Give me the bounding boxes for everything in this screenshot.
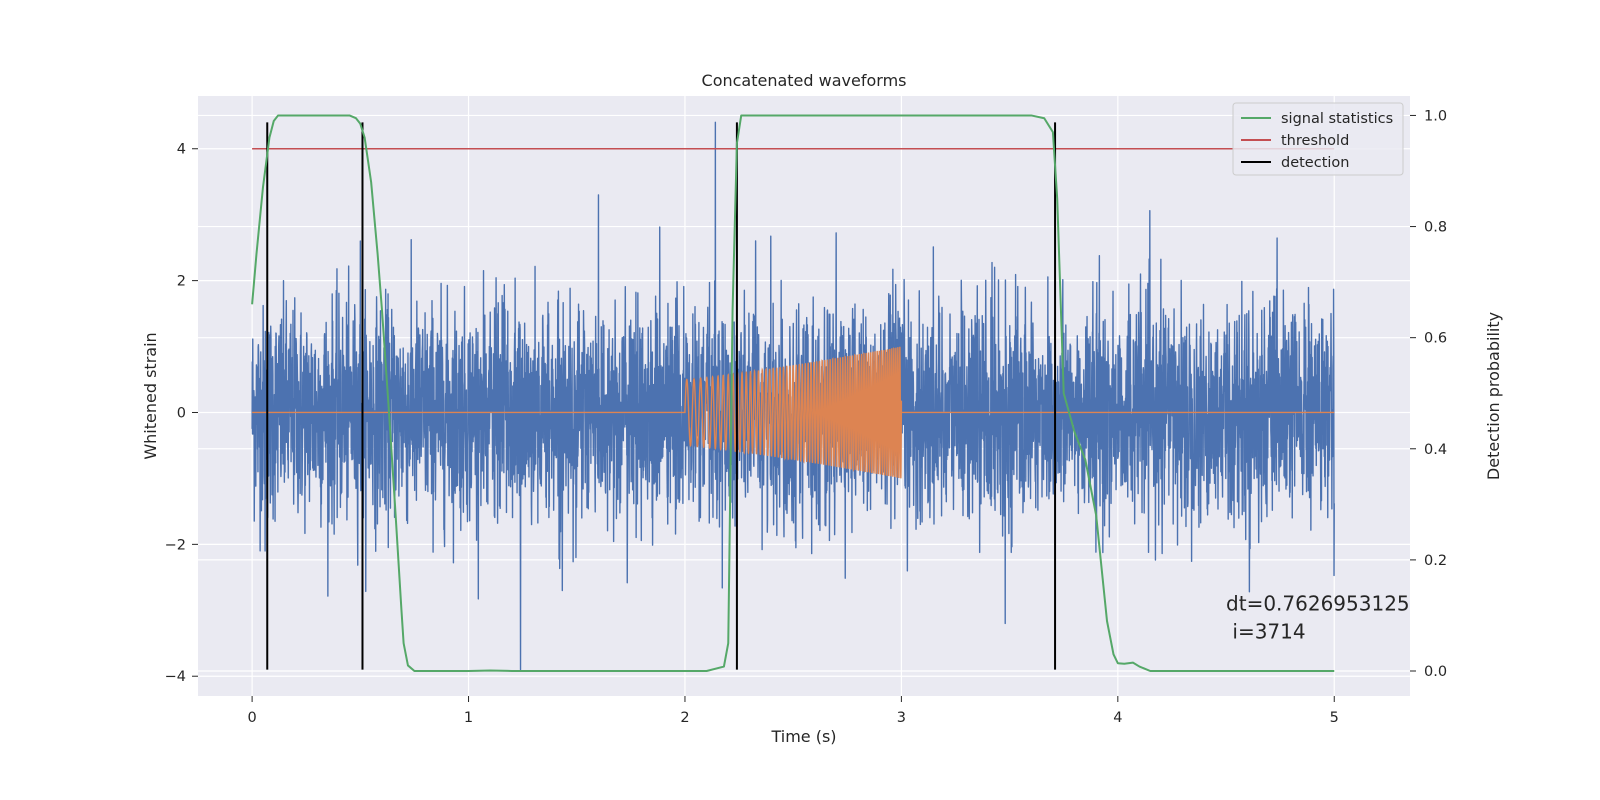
axes: 0 1 2 3 4 5 −4 −2 0 2 4 0.0 0.2 0.4 0.6 0.8 1.0 [165,108,1447,726]
legend-label-1: threshold [1281,133,1349,149]
y2-tick-label-5: 1.0 [1424,108,1447,124]
y2-tick-label-1: 0.2 [1424,553,1447,569]
chart-title: Concatenated waveforms [702,71,907,90]
y2-tick-label-2: 0.4 [1424,442,1447,458]
annotation-dt: dt=0.7626953125 [1226,591,1410,615]
x-axis-label: Time (s) [770,727,836,746]
y2-axis-label: Detection probability [1484,312,1503,480]
x-tick-label-2: 2 [680,710,689,726]
x-tick-label-3: 3 [897,710,906,726]
y-tick-label-3: 2 [177,274,186,290]
series-signal-statistics [251,114,1335,672]
series-noise [251,121,1335,671]
legend-label-2: detection [1281,155,1349,171]
y-tick-label-2: 0 [177,405,186,421]
legend-box [1232,102,1404,176]
y2-tick-label-4: 0.8 [1424,220,1447,236]
x-tick-label-1: 1 [464,710,473,726]
annotation-index: i=3714 [1226,619,1306,643]
annotation: dt=0.7626953125 i=3714 [1226,591,1410,643]
x-tick-label-4: 4 [1113,710,1122,726]
y-tick-label-4: 4 [177,142,186,158]
y2-tick-label-3: 0.6 [1424,331,1447,347]
y-tick-label-1: −2 [165,537,186,553]
y2-tick-label-0: 0.0 [1424,664,1447,680]
legend: signal statistics threshold detection [1232,102,1404,176]
y-axis-label: Whitened strain [141,332,160,459]
x-tick-label-5: 5 [1330,710,1339,726]
y-tick-label-0: −4 [165,669,186,685]
series-injection [252,346,1335,479]
data-layer [251,114,1335,672]
legend-label-0: signal statistics [1281,111,1393,127]
x-tick-label-0: 0 [247,710,256,726]
